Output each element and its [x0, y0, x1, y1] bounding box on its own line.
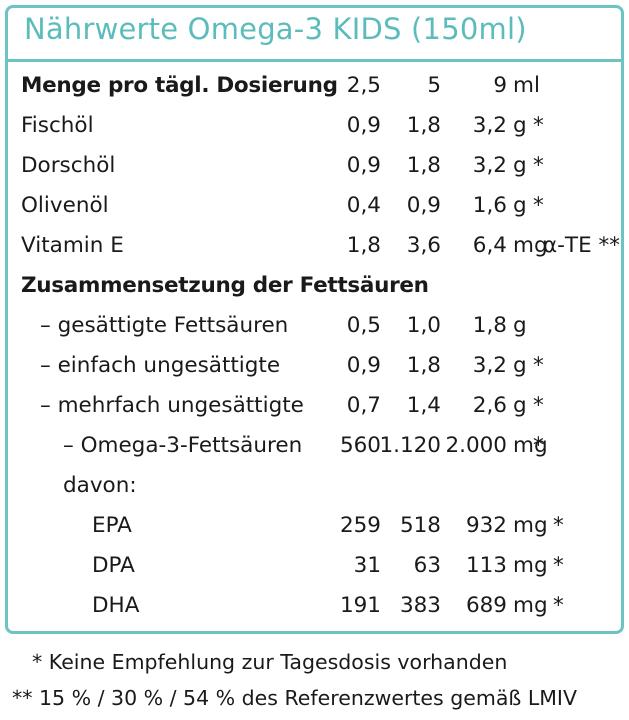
table-row: Dorschöl 0,9 1,8 3,2 g *: [8, 146, 621, 186]
row-label: – Omega-3-Fettsäuren: [63, 433, 303, 458]
row-unit: g: [513, 153, 527, 178]
row-value-1: 259: [339, 513, 381, 538]
row-value-3: 3,2: [472, 353, 507, 378]
row-value-2: 1,8: [406, 353, 441, 378]
row-value-3: 1,6: [472, 193, 507, 218]
row-label: – gesättigte Fettsäuren: [40, 313, 289, 338]
table-row: – einfach ungesättigte 0,9 1,8 3,2 g *: [8, 346, 621, 386]
row-unit: mg: [513, 433, 548, 458]
row-value-1: 0,4: [346, 193, 381, 218]
row-value-2: 1,8: [406, 153, 441, 178]
header-dose-1: 2,5: [346, 73, 381, 98]
footnote-single-asterisk: * Keine Empfehlung zur Tagesdosis vorhan…: [32, 650, 508, 674]
table-row: Fischöl 0,9 1,8 3,2 g *: [8, 106, 621, 146]
table-row: DPA 31 63 113 mg *: [8, 546, 621, 586]
row-value-3: 3,2: [472, 153, 507, 178]
table-row: EPA 259 518 932 mg *: [8, 506, 621, 546]
row-label: Fischöl: [21, 113, 94, 138]
row-label: DPA: [92, 553, 135, 578]
row-footnote-mark: *: [533, 433, 544, 458]
row-value-3: 689: [465, 593, 507, 618]
row-label: – einfach ungesättigte: [40, 353, 281, 378]
row-label: EPA: [92, 513, 132, 538]
row-value-3: 2,6: [472, 393, 507, 418]
row-label: Olivenöl: [21, 193, 109, 218]
row-value-1: 0,5: [346, 313, 381, 338]
header-dose-2: 5: [427, 73, 441, 98]
row-footnote-mark: *: [553, 513, 564, 538]
row-unit: g: [513, 353, 527, 378]
row-footnote-mark: *: [533, 153, 544, 178]
nutrition-table: Nährwerte Omega-3 KIDS (150ml) Menge pro…: [5, 5, 624, 634]
row-value-2: 518: [399, 513, 441, 538]
section-heading-row: Zusammensetzung der Fettsäuren: [8, 266, 621, 306]
row-footnote-mark: *: [553, 553, 564, 578]
row-label: – mehrfach ungesättigte: [40, 393, 304, 418]
davon-label: davon:: [63, 473, 137, 498]
row-value-3: 3,2: [472, 113, 507, 138]
row-value-1: 1,8: [346, 233, 381, 258]
section-heading: Zusammensetzung der Fettsäuren: [21, 273, 429, 298]
table-row: – gesättigte Fettsäuren 0,5 1,0 1,8 g: [8, 306, 621, 346]
row-value-2: 1.120: [379, 433, 441, 458]
row-value-3: 1,8: [472, 313, 507, 338]
row-value-3: 2.000: [445, 433, 507, 458]
row-unit: mg: [513, 513, 548, 538]
row-value-2: 3,6: [406, 233, 441, 258]
row-footnote-mark: *: [533, 353, 544, 378]
row-value-2: 63: [413, 553, 441, 578]
row-footnote-mark: *: [533, 193, 544, 218]
row-value-2: 383: [399, 593, 441, 618]
row-label: Dorschöl: [21, 153, 116, 178]
table-row: – Omega-3-Fettsäuren 560 1.120 2.000 mg …: [8, 426, 621, 466]
row-value-1: 0,9: [346, 353, 381, 378]
row-unit: g: [513, 313, 527, 338]
header-dose-3: 9: [493, 73, 507, 98]
header-row: Menge pro tägl. Dosierung 2,5 5 9 ml: [8, 66, 621, 106]
row-footnote-mark: *: [533, 393, 544, 418]
title-bar: Nährwerte Omega-3 KIDS (150ml): [8, 8, 621, 62]
row-value-1: 191: [339, 593, 381, 618]
davon-row: davon:: [8, 466, 621, 506]
header-label: Menge pro tägl. Dosierung: [21, 73, 338, 98]
row-unit: mg: [513, 233, 548, 258]
row-value-1: 0,7: [346, 393, 381, 418]
table-row: Vitamin E 1,8 3,6 6,4 mg α-TE **: [8, 226, 621, 266]
row-unit: g: [513, 393, 527, 418]
table-row: – mehrfach ungesättigte 0,7 1,4 2,6 g *: [8, 386, 621, 426]
row-unit: mg: [513, 593, 548, 618]
row-label: DHA: [92, 593, 140, 618]
row-value-2: 1,8: [406, 113, 441, 138]
row-value-3: 113: [465, 553, 507, 578]
table-row: DHA 191 383 689 mg *: [8, 586, 621, 626]
row-value-2: 1,4: [406, 393, 441, 418]
row-value-3: 932: [465, 513, 507, 538]
header-unit: ml: [513, 73, 540, 98]
row-value-1: 0,9: [346, 153, 381, 178]
row-footnote-mark: α-TE **: [543, 233, 620, 258]
row-value-2: 1,0: [406, 313, 441, 338]
row-footnote-mark: *: [553, 593, 564, 618]
row-value-1: 31: [353, 553, 381, 578]
table-title: Nährwerte Omega-3 KIDS (150ml): [24, 12, 527, 46]
table-row: Olivenöl 0,4 0,9 1,6 g *: [8, 186, 621, 226]
row-footnote-mark: *: [533, 113, 544, 138]
row-value-3: 6,4: [472, 233, 507, 258]
footnote-double-asterisk: ** 15 % / 30 % / 54 % des Referenzwertes…: [12, 686, 578, 710]
row-unit: mg: [513, 553, 548, 578]
row-value-1: 560: [339, 433, 381, 458]
row-unit: g: [513, 113, 527, 138]
row-value-2: 0,9: [406, 193, 441, 218]
row-label: Vitamin E: [21, 233, 124, 258]
row-value-1: 0,9: [346, 113, 381, 138]
row-unit: g: [513, 193, 527, 218]
